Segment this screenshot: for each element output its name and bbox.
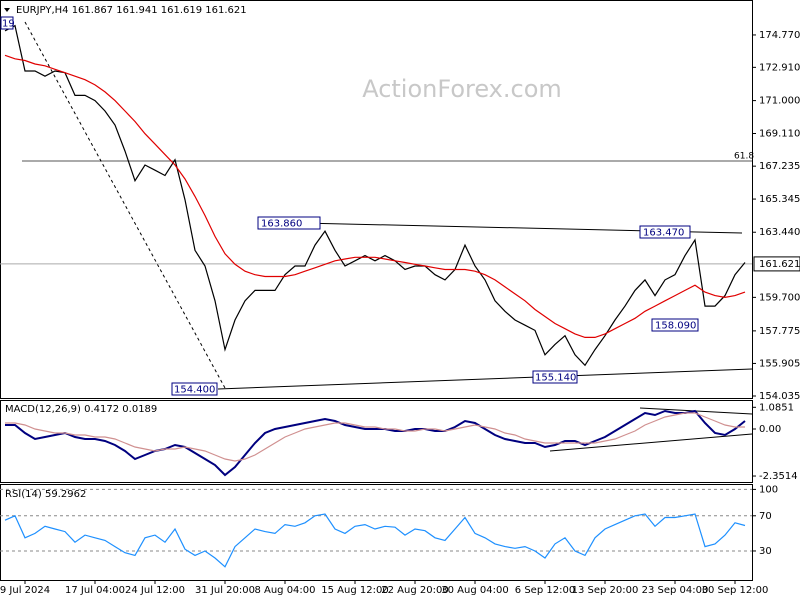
x-tick-label: 8 Aug 04:00 [254,585,315,596]
x-tick-label: 6 Sep 12:00 [515,585,575,596]
y-tick-label: 0.00 [759,424,781,435]
watermark: ActionForex.com [362,75,562,103]
y-tick-label: 100 [759,484,778,495]
fibo-label: 61.8 [734,152,754,162]
y-tick-label: 157.775 [759,326,800,337]
y-tick-label: 174.770 [759,30,800,41]
y-tick-label: 70 [759,511,772,522]
y-tick-label: 30 [759,546,772,557]
y-tick-label: 163.440 [759,227,800,238]
y-tick-label: 167.235 [759,161,800,172]
series-line [4,54,746,338]
chart-title: EURJPY,H4 161.867 161.941 161.619 161.62… [16,5,247,16]
y-tick-label: 159.700 [759,292,800,303]
last-price-box [753,256,800,272]
y-tick-label: 165.345 [759,194,800,205]
annotation: 155.140 [535,373,576,384]
y-tick-label: 172.910 [759,62,800,73]
annotation-box [651,318,699,332]
y-tick-label: 169.110 [759,129,800,140]
annotation-box [532,370,578,384]
y-tick-label: 171.000 [759,96,800,107]
series-line [5,409,746,477]
x-tick-label: 22 Aug 20:00 [381,585,448,596]
x-tick-label: 17 Jul 04:00 [65,585,125,596]
y-tick-label: 155.905 [759,358,800,369]
x-tick-label: 31 Jul 20:00 [195,585,255,596]
annotation-box [639,225,691,239]
annotation-box [0,16,14,30]
y-tick-label: -2.3514 [759,471,798,482]
annotation: 154.400 [174,385,215,396]
series-line [4,513,746,568]
annotation: 163.470 [643,228,684,239]
x-tick-label: 13 Sep 20:00 [572,585,639,596]
x-tick-label: 24 Jul 12:00 [125,585,185,596]
series-line [4,24,746,367]
macd-panel [0,400,753,483]
y-tick-label: 154.035 [759,391,800,402]
x-tick-label: 9 Jul 2024 [0,585,50,596]
last-price-label: 161.621 [759,259,800,270]
annotation: 163.860 [261,219,302,230]
annotation-box [171,382,218,396]
annotation: 19 [2,19,15,30]
menu-arrow[interactable] [4,8,10,12]
rsi-panel [0,484,753,581]
x-tick-label: 30 Sep 12:00 [702,585,769,596]
series-layer [0,24,752,568]
x-tick-label: 15 Aug 12:00 [321,585,388,596]
support-line [217,368,753,390]
annotation: 158.090 [655,321,696,332]
annotation-box [257,216,321,230]
macd-trend-line [549,433,753,452]
macd-title: MACD(12,26,9) 0.4172 0.0189 [5,404,157,415]
series-line [5,412,745,462]
x-tick-label: 23 Sep 04:00 [642,585,709,596]
y-tick-label: 1.0851 [759,402,794,413]
rsi-title: RSI(14) 59.2962 [5,489,86,500]
x-tick-label: 30 Aug 04:00 [441,585,508,596]
